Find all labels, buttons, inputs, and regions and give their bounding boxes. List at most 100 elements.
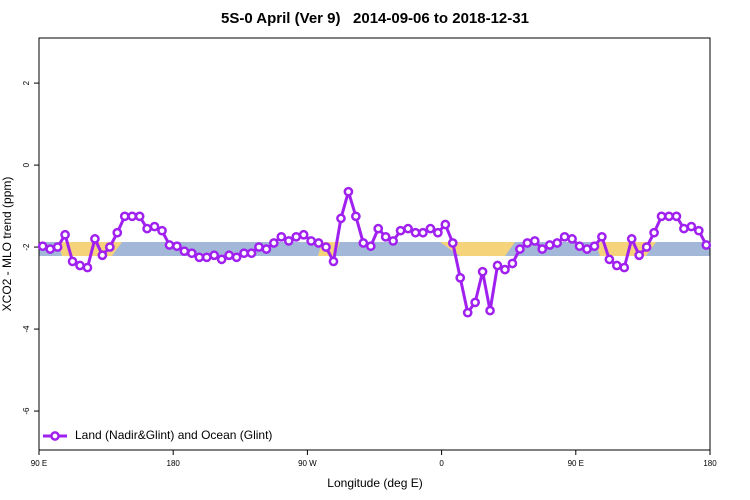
data-point: [664, 211, 674, 222]
data-point: [559, 231, 570, 242]
data-point: [574, 241, 585, 252]
data-point: [641, 242, 652, 252]
data-point: [231, 252, 242, 263]
data-point: [507, 258, 518, 269]
data-point: [97, 250, 108, 261]
data-point: [60, 229, 70, 240]
data-point: [351, 211, 361, 222]
data-point: [693, 225, 704, 236]
data-point: [582, 244, 592, 254]
data-point: [380, 231, 391, 242]
data-point: [67, 256, 78, 267]
data-point: [149, 221, 160, 232]
data-point: [515, 244, 525, 254]
data-point: [276, 231, 287, 242]
data-point: [544, 240, 555, 250]
data-point: [343, 186, 354, 197]
data-point: [172, 241, 182, 252]
data-point: [485, 305, 495, 316]
legend-label: Land (Nadir&Glint) and Ocean (Glint): [75, 428, 272, 442]
data-point: [552, 238, 563, 248]
data-point: [179, 246, 190, 257]
data-point: [634, 250, 645, 261]
data-point: [119, 211, 130, 222]
y-axis-label: XCO2 - MLO trend (ppm): [0, 177, 14, 312]
x-tick-label: 0: [439, 459, 444, 468]
data-point: [365, 241, 376, 252]
data-point: [410, 227, 421, 238]
data-point: [142, 223, 152, 234]
data-point: [194, 252, 205, 263]
y-tick-label: 2: [22, 80, 31, 85]
data-point: [246, 248, 257, 259]
data-point: [52, 242, 63, 252]
data-point: [373, 223, 384, 234]
data-point: [90, 234, 100, 244]
data-point: [336, 213, 346, 224]
data-point: [403, 223, 413, 234]
data-point: [492, 260, 503, 271]
data-point: [477, 266, 488, 277]
data-point: [447, 238, 458, 248]
x-axis-label: Longitude (deg E): [327, 476, 422, 490]
data-point: [45, 244, 56, 254]
data-point: [209, 250, 220, 261]
data-point: [216, 254, 227, 265]
data-point: [500, 264, 510, 275]
data-point: [313, 238, 324, 248]
data-point: [462, 307, 473, 318]
land-band: [440, 242, 515, 256]
x-tick-label: 90 E: [31, 459, 47, 468]
data-point: [201, 252, 212, 263]
data-point: [306, 236, 316, 246]
data-point: [224, 250, 234, 261]
data-point: [611, 260, 622, 271]
x-tick-label: 90 E: [568, 459, 584, 468]
x-tick-label: 180: [167, 459, 181, 468]
data-point: [269, 238, 279, 248]
data-point: [626, 234, 637, 244]
data-point: [649, 227, 659, 238]
data-point: [418, 227, 428, 238]
data-point: [127, 211, 138, 222]
data-point: [321, 242, 331, 252]
data-point: [470, 297, 480, 308]
data-point: [522, 238, 533, 248]
data-point: [239, 248, 249, 259]
data-point: [186, 248, 197, 259]
data-point: [529, 236, 540, 246]
data-point: [567, 234, 577, 244]
data-point: [686, 221, 697, 232]
data-point: [589, 241, 600, 252]
data-point: [671, 211, 682, 222]
y-tick-label: -4: [22, 325, 31, 333]
data-point: [604, 254, 615, 265]
y-tick-label: -2: [22, 243, 31, 251]
data-point: [358, 238, 369, 248]
data-point: [388, 236, 398, 246]
data-point: [254, 242, 264, 252]
data-point: [679, 223, 689, 234]
data-point: [164, 240, 175, 250]
y-tick-label: -6: [22, 407, 31, 415]
data-point: [395, 225, 406, 236]
data-point: [104, 242, 115, 252]
data-point: [134, 211, 145, 222]
data-point: [82, 262, 93, 273]
chart-title: 5S-0 April (Ver 9) 2014-09-06 to 2018-12…: [221, 10, 529, 27]
data-point: [433, 227, 443, 238]
data-point: [619, 262, 630, 273]
data-point: [291, 231, 302, 242]
x-tick-label: 180: [703, 459, 717, 468]
data-point: [328, 256, 339, 267]
data-point: [597, 231, 607, 242]
data-point: [440, 219, 451, 230]
data-point: [425, 223, 436, 234]
data-point: [112, 227, 123, 238]
data-point: [298, 229, 309, 240]
data-point: [37, 241, 48, 252]
legend-marker: [50, 431, 60, 441]
data-point: [283, 236, 294, 246]
data-point: [261, 244, 272, 254]
